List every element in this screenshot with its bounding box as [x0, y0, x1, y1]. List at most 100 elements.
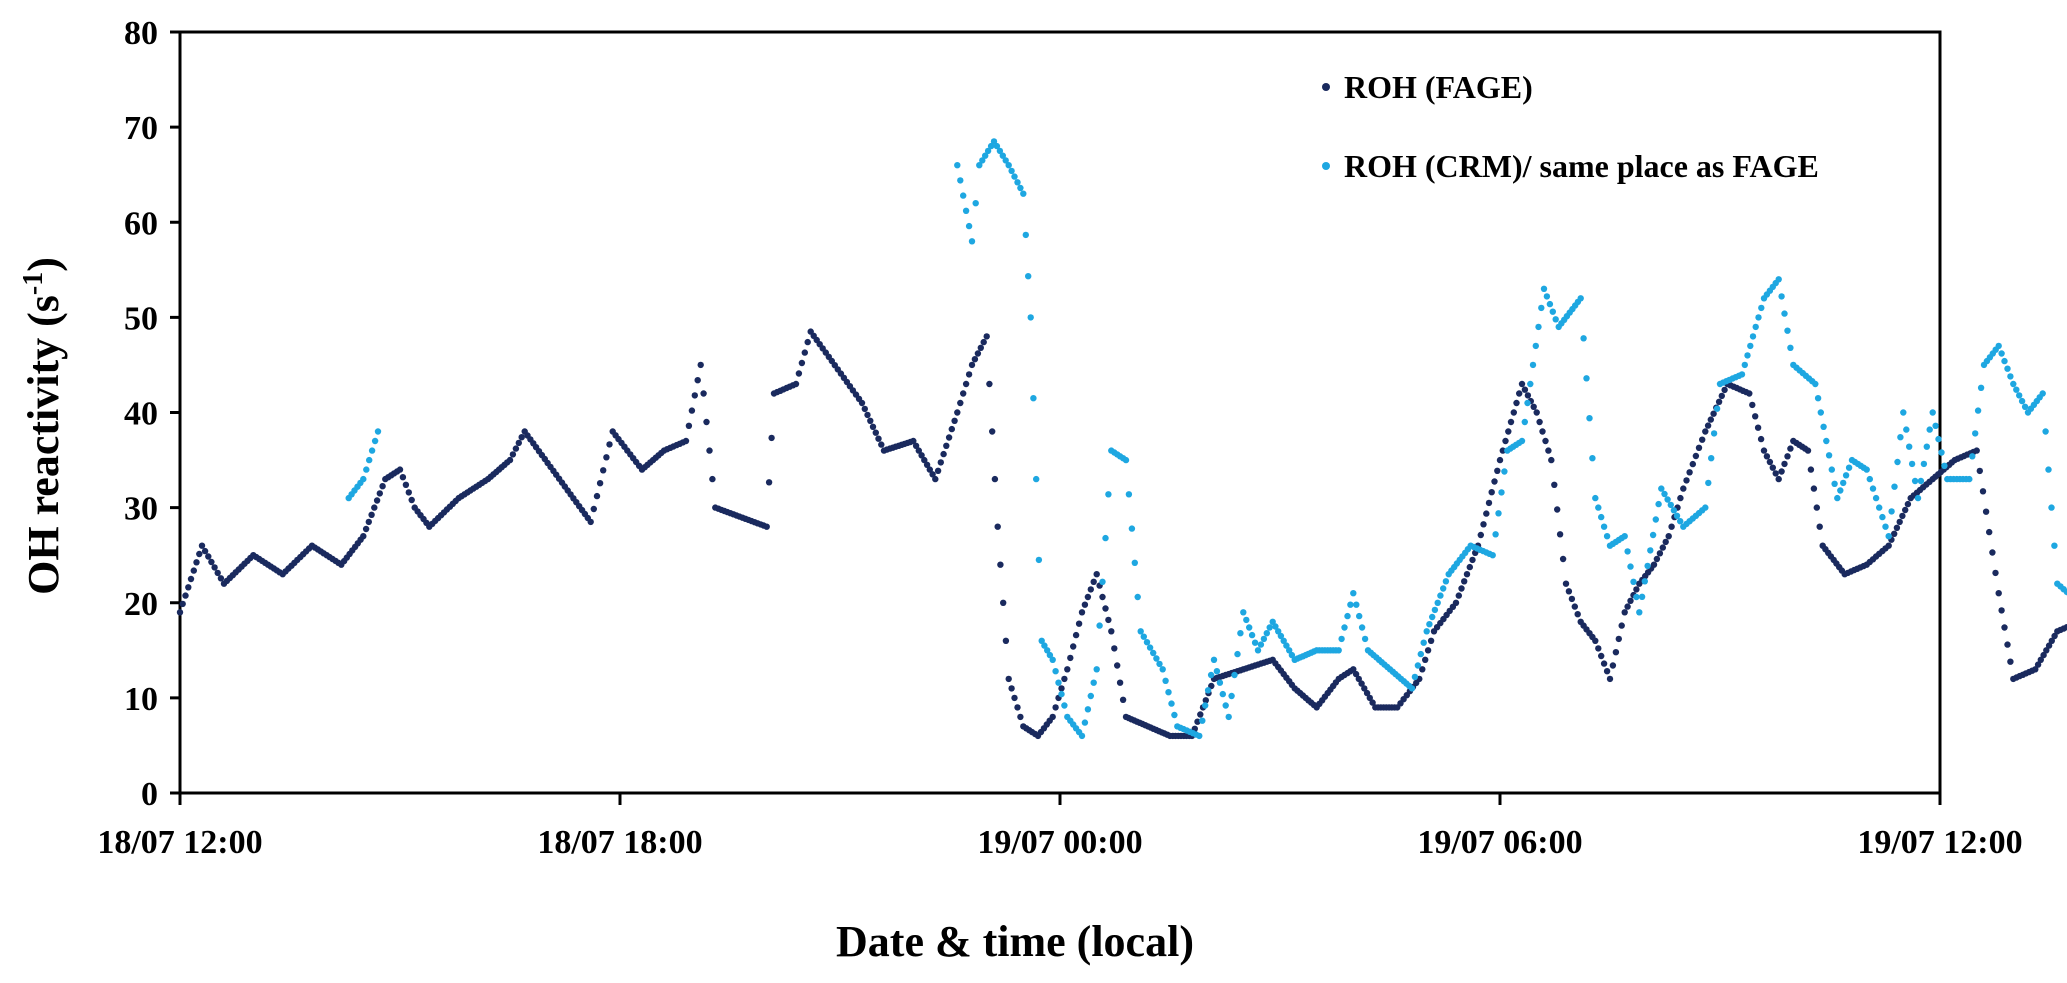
data-point [1615, 635, 1623, 643]
data-point [962, 380, 970, 388]
data-point [1243, 616, 1250, 624]
data-point [1417, 650, 1425, 658]
data-point [2063, 624, 2067, 631]
data-point [804, 338, 811, 346]
data-point [1105, 491, 1112, 498]
data-point [1781, 460, 1788, 468]
data-point [858, 399, 866, 407]
data-point [1565, 588, 1573, 595]
data-point [1257, 641, 1265, 648]
data-point [1641, 578, 1649, 585]
legend-entry-crm: ROH (CRM)/ same place as FAGE [1322, 148, 1819, 184]
data-point [1361, 685, 1368, 692]
data-point [600, 467, 607, 474]
data-point [1738, 371, 1746, 378]
data-point [1817, 409, 1825, 416]
data-point [1580, 335, 1587, 342]
y-axis-title: OH reactivity (s-1) [18, 257, 68, 595]
data-point [1014, 179, 1021, 186]
data-point [1087, 586, 1095, 593]
data-point [1609, 662, 1617, 669]
data-point [590, 505, 597, 513]
data-point [1906, 443, 1913, 450]
y-tick-label: 80 [124, 15, 158, 52]
data-point [1650, 561, 1658, 568]
data-point [1248, 631, 1256, 639]
data-point [2048, 637, 2055, 644]
data-point [691, 392, 698, 399]
data-point [1204, 687, 1212, 694]
data-point [1969, 453, 1976, 460]
data-point [1633, 586, 1640, 593]
data-point [1624, 548, 1631, 555]
data-point [1429, 613, 1436, 621]
data-point [1488, 489, 1495, 496]
data-point [1595, 504, 1602, 511]
data-point [1122, 456, 1130, 464]
data-point [1707, 416, 1715, 423]
data-point [1664, 496, 1671, 503]
data-point [509, 451, 517, 458]
data-point [1546, 300, 1554, 308]
data-point [1966, 475, 1973, 483]
data-point [1888, 508, 1895, 515]
data-point [1038, 637, 1045, 644]
data-point [934, 467, 942, 474]
data-point [1335, 647, 1342, 654]
data-point [1269, 618, 1276, 625]
data-point [1882, 523, 1889, 530]
data-point [1002, 157, 1009, 164]
data-point [1677, 518, 1684, 525]
x-tick-label: 19/07 12:00 [1857, 824, 2022, 861]
data-point [603, 454, 610, 461]
data-point [1814, 395, 1822, 402]
data-point [1744, 352, 1751, 359]
data-point [2004, 365, 2011, 372]
data-point [1341, 624, 1348, 631]
data-point [1708, 455, 1715, 462]
data-point [1603, 668, 1611, 675]
data-point [1574, 611, 1581, 618]
data-point [962, 207, 970, 214]
data-point [974, 350, 982, 357]
data-point [1680, 485, 1687, 492]
data-point [861, 405, 868, 413]
data-point [1234, 650, 1241, 658]
data-point [1638, 593, 1646, 600]
data-point [2007, 373, 2014, 380]
data-point [2032, 666, 2039, 673]
data-point [1586, 415, 1593, 422]
data-point [1935, 435, 1942, 443]
data-point [1539, 428, 1546, 435]
data-point [1005, 675, 1012, 683]
data-point [1661, 490, 1668, 498]
data-point [1093, 571, 1100, 578]
data-point [2001, 624, 2008, 631]
data-point [1134, 593, 1141, 601]
data-point [1702, 428, 1709, 435]
data-point [1592, 494, 1599, 502]
data-point [1752, 413, 1759, 420]
data-point [1621, 609, 1628, 616]
x-tick-label: 18/07 18:00 [537, 824, 702, 861]
data-point [1272, 623, 1279, 630]
data-point [1894, 458, 1901, 466]
data-point [1275, 628, 1282, 635]
data-point [1652, 516, 1660, 523]
data-point [1644, 562, 1651, 570]
data-point [1434, 599, 1441, 606]
data-point [587, 518, 594, 526]
data-point [1011, 173, 1018, 180]
data-point [596, 480, 604, 487]
data-point [1153, 655, 1160, 662]
data-point [1067, 654, 1074, 662]
data-point [937, 459, 944, 466]
data-point [1422, 656, 1429, 663]
data-point [2051, 632, 2058, 640]
data-point [176, 609, 184, 616]
data-point [1119, 696, 1127, 703]
data-point [1027, 314, 1034, 321]
data-point [1766, 458, 1774, 466]
data-point [703, 418, 710, 426]
